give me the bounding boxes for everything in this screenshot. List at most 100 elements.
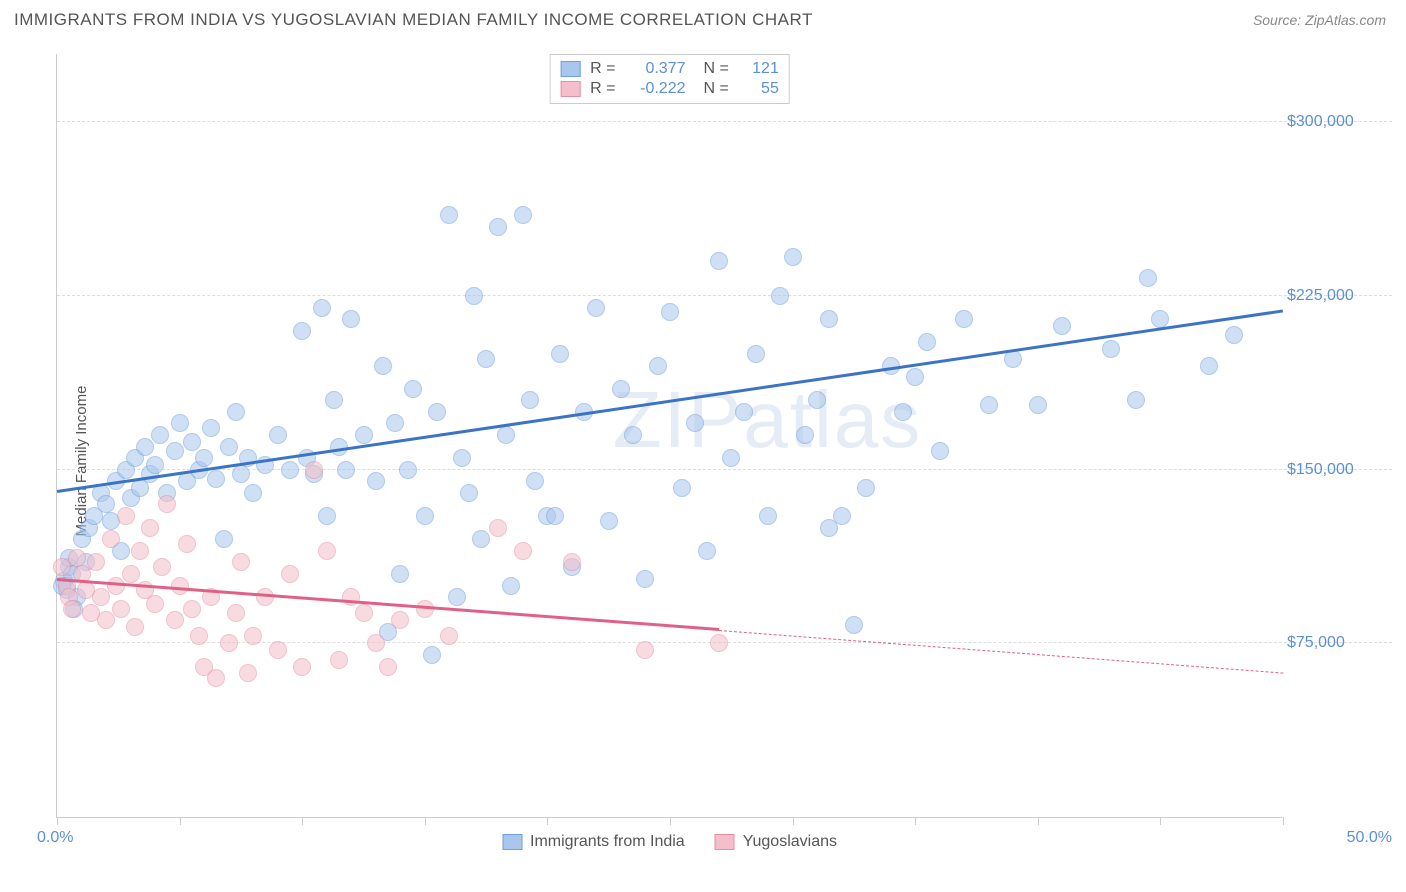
scatter-point	[151, 426, 169, 444]
scatter-point	[551, 345, 569, 363]
x-tick	[1283, 817, 1284, 825]
scatter-point	[171, 414, 189, 432]
n-value: 55	[739, 80, 779, 98]
scatter-point	[428, 403, 446, 421]
scatter-point	[131, 542, 149, 560]
scatter-point	[448, 588, 466, 606]
scatter-point	[330, 651, 348, 669]
scatter-point	[379, 658, 397, 676]
scatter-point	[232, 465, 250, 483]
scatter-point	[600, 512, 618, 530]
scatter-point	[759, 507, 777, 525]
scatter-point	[207, 669, 225, 687]
watermark: ZIPatlas	[613, 374, 922, 466]
legend-swatch	[502, 834, 522, 850]
r-value: -0.222	[626, 80, 686, 98]
x-tick	[1038, 817, 1039, 825]
x-tick	[1160, 817, 1161, 825]
scatter-point	[68, 549, 86, 567]
scatter-point	[526, 472, 544, 490]
scatter-point	[367, 472, 385, 490]
scatter-point	[808, 391, 826, 409]
scatter-point	[386, 414, 404, 432]
n-value: 121	[739, 60, 779, 78]
x-axis-min-label: 0.0%	[37, 829, 73, 847]
scatter-point	[183, 433, 201, 451]
scatter-point	[845, 616, 863, 634]
scatter-point	[465, 287, 483, 305]
legend-swatch	[715, 834, 735, 850]
scatter-point	[391, 611, 409, 629]
scatter-point	[1225, 326, 1243, 344]
scatter-point	[918, 333, 936, 351]
correlation-legend: R =0.377N =121R =-0.222N =55	[549, 54, 790, 104]
scatter-point	[636, 570, 654, 588]
scatter-point	[497, 426, 515, 444]
scatter-point	[178, 535, 196, 553]
scatter-point	[207, 470, 225, 488]
y-tick-label: $300,000	[1287, 113, 1387, 131]
scatter-point	[117, 507, 135, 525]
scatter-point	[698, 542, 716, 560]
scatter-point	[239, 664, 257, 682]
scatter-point	[102, 530, 120, 548]
series-legend-label: Yugoslavians	[743, 833, 837, 851]
chart-container: Median Family Income R =0.377N =121R =-0…	[14, 44, 1392, 878]
scatter-point	[318, 507, 336, 525]
scatter-point	[546, 507, 564, 525]
x-tick	[425, 817, 426, 825]
scatter-point	[931, 442, 949, 460]
scatter-point	[281, 565, 299, 583]
scatter-point	[440, 206, 458, 224]
x-tick	[793, 817, 794, 825]
scatter-point	[146, 456, 164, 474]
scatter-point	[894, 403, 912, 421]
scatter-point	[318, 542, 336, 560]
correlation-legend-row: R =-0.222N =55	[560, 79, 779, 99]
scatter-point	[293, 322, 311, 340]
scatter-point	[281, 461, 299, 479]
scatter-point	[820, 310, 838, 328]
legend-swatch	[560, 81, 580, 97]
x-tick	[302, 817, 303, 825]
scatter-point	[337, 461, 355, 479]
scatter-point	[269, 641, 287, 659]
chart-title: IMMIGRANTS FROM INDIA VS YUGOSLAVIAN MED…	[14, 10, 813, 30]
trend-line-extrapolated	[719, 630, 1283, 674]
series-legend-item: Immigrants from India	[502, 833, 685, 851]
scatter-point	[92, 588, 110, 606]
x-tick	[180, 817, 181, 825]
scatter-point	[141, 519, 159, 537]
scatter-point	[563, 553, 581, 571]
scatter-point	[190, 627, 208, 645]
scatter-point	[1127, 391, 1145, 409]
plot-area: R =0.377N =121R =-0.222N =55 ZIPatlas 0.…	[56, 54, 1282, 818]
y-tick-label: $225,000	[1287, 287, 1387, 305]
scatter-point	[227, 604, 245, 622]
scatter-point	[440, 627, 458, 645]
scatter-point	[423, 646, 441, 664]
scatter-point	[355, 604, 373, 622]
y-tick-label: $150,000	[1287, 461, 1387, 479]
scatter-point	[649, 357, 667, 375]
r-label: R =	[590, 60, 615, 78]
scatter-point	[1200, 357, 1218, 375]
scatter-point	[955, 310, 973, 328]
scatter-point	[771, 287, 789, 305]
y-tick-label: $75,000	[1287, 634, 1387, 652]
series-legend-label: Immigrants from India	[530, 833, 685, 851]
scatter-point	[63, 600, 81, 618]
scatter-point	[367, 634, 385, 652]
scatter-point	[136, 438, 154, 456]
scatter-point	[232, 553, 250, 571]
scatter-point	[472, 530, 490, 548]
n-label: N =	[704, 60, 729, 78]
correlation-legend-row: R =0.377N =121	[560, 59, 779, 79]
scatter-point	[215, 530, 233, 548]
scatter-point	[391, 565, 409, 583]
scatter-point	[107, 577, 125, 595]
scatter-point	[489, 519, 507, 537]
scatter-point	[305, 461, 323, 479]
scatter-point	[166, 611, 184, 629]
scatter-point	[158, 495, 176, 513]
